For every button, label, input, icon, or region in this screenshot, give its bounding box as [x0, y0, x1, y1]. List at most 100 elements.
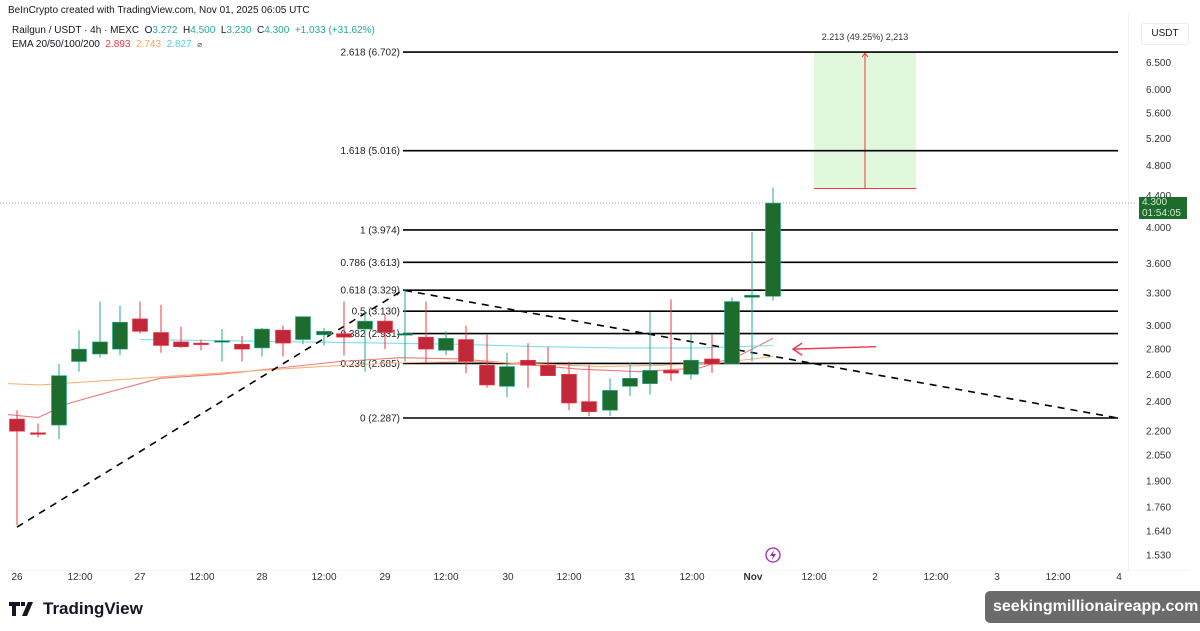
fib-trend-line[interactable] — [16, 289, 1119, 528]
time-axis-tick: 3 — [994, 572, 1000, 583]
time-axis-tick: 29 — [379, 572, 391, 583]
tradingview-logo-text: TradingView — [43, 599, 143, 618]
candle-body[interactable] — [377, 320, 393, 333]
annotation-arrow-line[interactable] — [792, 345, 877, 350]
time-axis-tick: 28 — [256, 572, 268, 583]
lightning-glyph-icon — [770, 550, 776, 560]
candle-body[interactable] — [275, 329, 291, 344]
price-axis-divider — [1128, 14, 1129, 571]
symbol-title[interactable]: Railgun / USDT · 4h · MEXC — [12, 25, 140, 36]
candle-body[interactable] — [602, 390, 618, 411]
fib-level-label: 0.786 (3.613) — [341, 258, 401, 269]
candle-body[interactable] — [418, 336, 434, 350]
candle-body[interactable] — [234, 343, 250, 350]
candle-body[interactable] — [112, 321, 128, 350]
time-axis-tick: 12:00 — [311, 572, 336, 583]
candle-body[interactable] — [683, 359, 699, 375]
candle-body[interactable] — [499, 366, 515, 387]
candle-body[interactable] — [51, 375, 67, 426]
candle-body[interactable] — [397, 333, 413, 336]
candle-body[interactable] — [458, 339, 474, 362]
candle-body[interactable] — [173, 341, 189, 347]
price-axis-tick: 5.200 — [1146, 134, 1171, 145]
time-axis-tick: 12:00 — [433, 572, 458, 583]
candle-body[interactable] — [520, 359, 536, 366]
time-axis-tick: 12:00 — [1045, 572, 1070, 583]
price-axis-tick: 1.640 — [1146, 527, 1171, 538]
ema-title[interactable]: EMA 20/50/100/200 — [12, 39, 100, 50]
price-axis-tick: 3.000 — [1146, 321, 1171, 332]
candle-body[interactable] — [561, 374, 577, 404]
candle-body[interactable] — [663, 370, 679, 374]
fib-level-label: 1 (3.974) — [360, 225, 400, 236]
candle-body[interactable] — [295, 316, 311, 340]
time-axis-tick: 30 — [502, 572, 514, 583]
high-value: 4.500 — [190, 25, 216, 36]
candle-body[interactable] — [92, 341, 108, 355]
candle-body[interactable] — [765, 202, 781, 297]
time-axis-tick: 12:00 — [679, 572, 704, 583]
candle-body[interactable] — [132, 318, 148, 332]
ema-hidden-icon[interactable]: ⌀ — [197, 40, 203, 49]
time-axis-tick: 26 — [11, 572, 23, 583]
fib-level-label: 0 (2.287) — [360, 414, 400, 425]
candle-body[interactable] — [336, 333, 352, 338]
annotation-arrowhead-icon — [791, 342, 803, 356]
candle-body[interactable] — [71, 348, 87, 362]
candle-body[interactable] — [581, 401, 597, 412]
candle-body[interactable] — [704, 358, 720, 365]
close-value: 4.300 — [264, 25, 290, 36]
symbol-legend-row[interactable]: Railgun / USDT · 4h · MEXC O3.272 H4.500… — [12, 24, 375, 38]
low-value: 3.230 — [226, 25, 252, 36]
time-axis-tick: 12:00 — [189, 572, 214, 583]
chart-credit: BeInCrypto created with TradingView.com,… — [8, 5, 310, 16]
chart-legend: Railgun / USDT · 4h · MEXC O3.272 H4.500… — [12, 24, 375, 52]
price-axis-tick: 2.600 — [1146, 370, 1171, 381]
change-value: +1.033 (+31.62%) — [294, 25, 375, 36]
candle-body[interactable] — [622, 377, 638, 387]
candle-body[interactable] — [214, 340, 230, 343]
candle-body[interactable] — [744, 294, 760, 298]
price-axis-tick: 2.050 — [1146, 451, 1171, 462]
time-axis-divider — [8, 570, 1188, 571]
candle-body[interactable] — [479, 365, 495, 386]
price-axis-tick: 6.000 — [1146, 85, 1171, 96]
last-price-tag: 4.300 01:54:05 — [1139, 197, 1187, 219]
fib-level-label: 0.5 (3.130) — [352, 307, 400, 318]
candle-body[interactable] — [724, 301, 740, 365]
price-axis-tick: 1.900 — [1146, 477, 1171, 488]
time-axis-tick: 2 — [872, 572, 878, 583]
watermark: seekingmillionaireapp.com — [985, 591, 1200, 623]
tradingview-logo[interactable]: TradingView — [9, 599, 143, 619]
ema100-value: 2.827 — [166, 39, 192, 50]
candle-body[interactable] — [642, 370, 658, 384]
price-axis-tick: 2.400 — [1146, 397, 1171, 408]
currency-button[interactable]: USDT — [1141, 23, 1189, 45]
price-axis-tick: 3.300 — [1146, 289, 1171, 300]
close-label: C — [257, 25, 265, 36]
candle-body[interactable] — [9, 418, 25, 432]
price-axis-tick: 4.800 — [1146, 161, 1171, 172]
candle-body[interactable] — [30, 432, 46, 435]
candle-body[interactable] — [193, 342, 209, 345]
fib-level-label: 0.382 (2.931) — [341, 329, 401, 340]
price-axis-tick: 5.600 — [1146, 109, 1171, 120]
candle-body[interactable] — [438, 338, 454, 351]
time-axis-tick: 4 — [1116, 572, 1122, 583]
time-axis-tick: 31 — [624, 572, 636, 583]
target-arrowhead-icon — [861, 52, 869, 58]
ema-line-ema20 — [7, 337, 774, 419]
candle-body[interactable] — [316, 331, 332, 336]
ema-legend-row[interactable]: EMA 20/50/100/200 2.893 2.743 2.827 ⌀ — [12, 38, 375, 52]
fib-level-label: 1.618 (5.016) — [341, 146, 401, 157]
bar-countdown: 01:54:05 — [1142, 208, 1181, 219]
price-axis-tick: 4.400 — [1146, 191, 1171, 202]
candle-body[interactable] — [357, 320, 373, 330]
candle-body[interactable] — [540, 365, 556, 376]
fib-level-label: 2.618 (6.702) — [341, 48, 401, 59]
candle-body[interactable] — [153, 332, 169, 346]
candle-body[interactable] — [254, 328, 270, 349]
high-label: H — [183, 25, 191, 36]
price-axis-tick: 2.200 — [1146, 427, 1171, 438]
